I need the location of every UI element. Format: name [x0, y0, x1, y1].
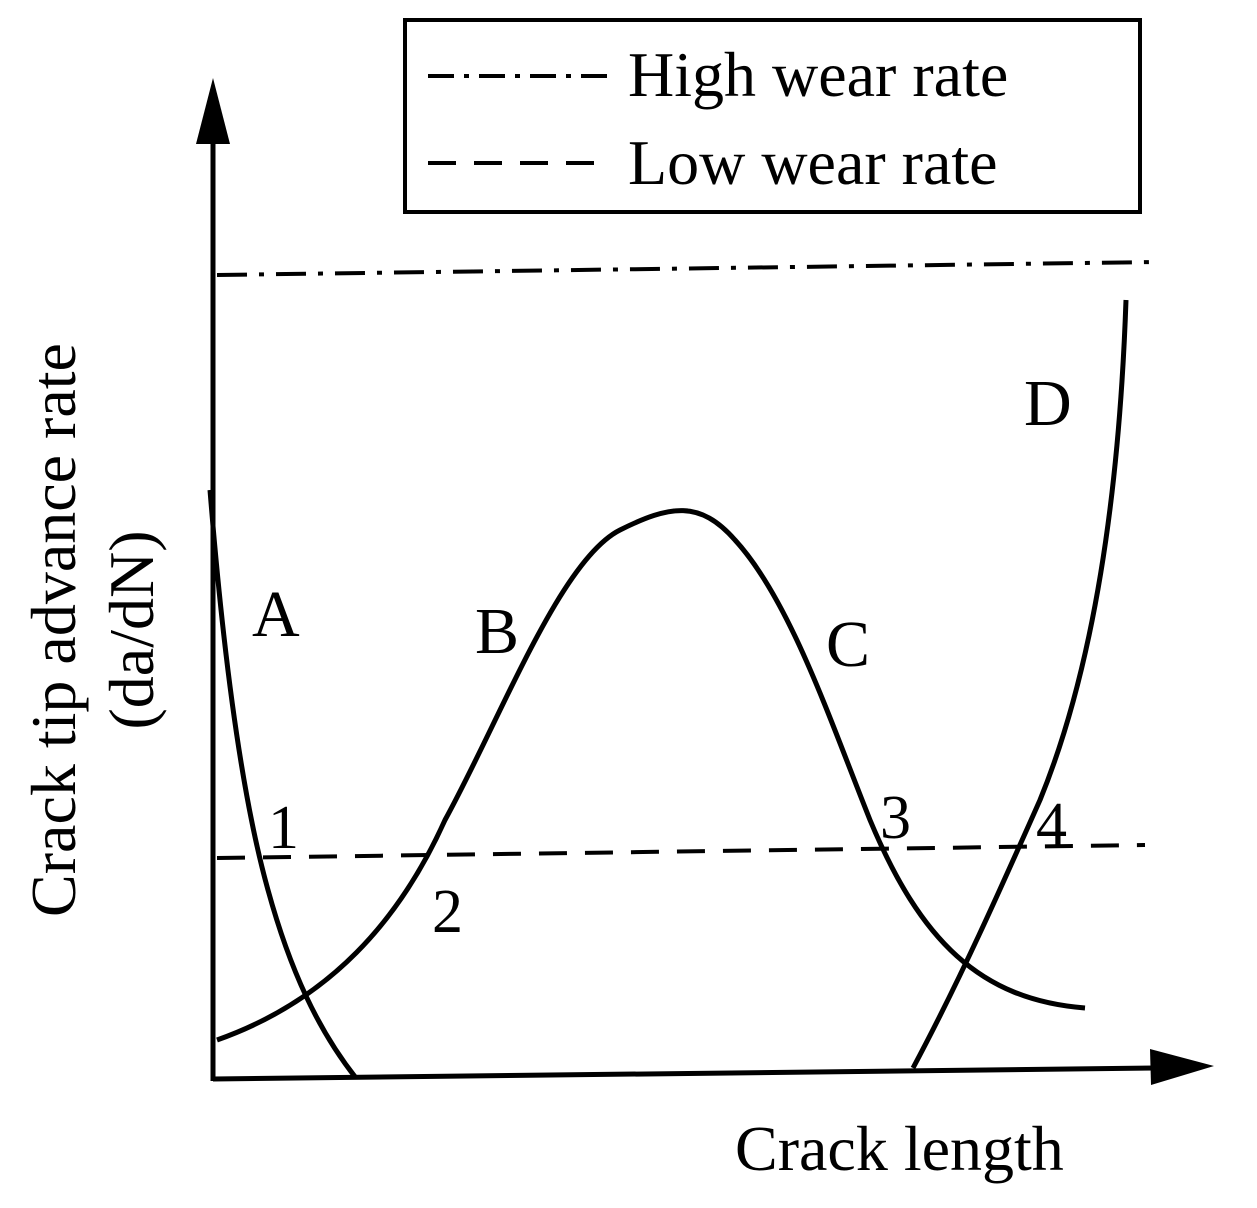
- curve-label-d: D: [1024, 367, 1072, 440]
- curve-a: [207, 489, 358, 1080]
- intersection-label-3: 3: [880, 784, 911, 852]
- x-axis-title: Crack length: [735, 1113, 1064, 1184]
- intersection-label-4: 4: [1036, 791, 1067, 859]
- curve-label-c: C: [826, 608, 870, 681]
- high-wear-rate-line: [216, 260, 1156, 277]
- legend-label-high: High wear rate: [628, 39, 1008, 110]
- low-wear-rate-line: [216, 843, 1146, 860]
- x-axis: [212, 1065, 1156, 1082]
- legend: High wear rate Low wear rate: [403, 18, 1142, 214]
- curve-bc: [216, 508, 1086, 1043]
- curve-d: [910, 299, 1129, 1070]
- y-axis-title-line2: (da/dN): [96, 530, 167, 729]
- legend-box: [403, 18, 1142, 214]
- intersection-label-2: 2: [432, 878, 463, 946]
- y-axis-title: Crack tip advance rate (da/dN): [18, 343, 167, 917]
- intersection-label-1: 1: [268, 794, 299, 862]
- curve-label-a: A: [252, 578, 300, 651]
- curve-label-b: B: [475, 595, 519, 668]
- y-axis-arrow-icon: [196, 78, 230, 144]
- x-axis-arrow-icon: [1150, 1049, 1214, 1085]
- legend-label-low: Low wear rate: [628, 127, 998, 198]
- y-axis-title-line1: Crack tip advance rate: [18, 343, 89, 917]
